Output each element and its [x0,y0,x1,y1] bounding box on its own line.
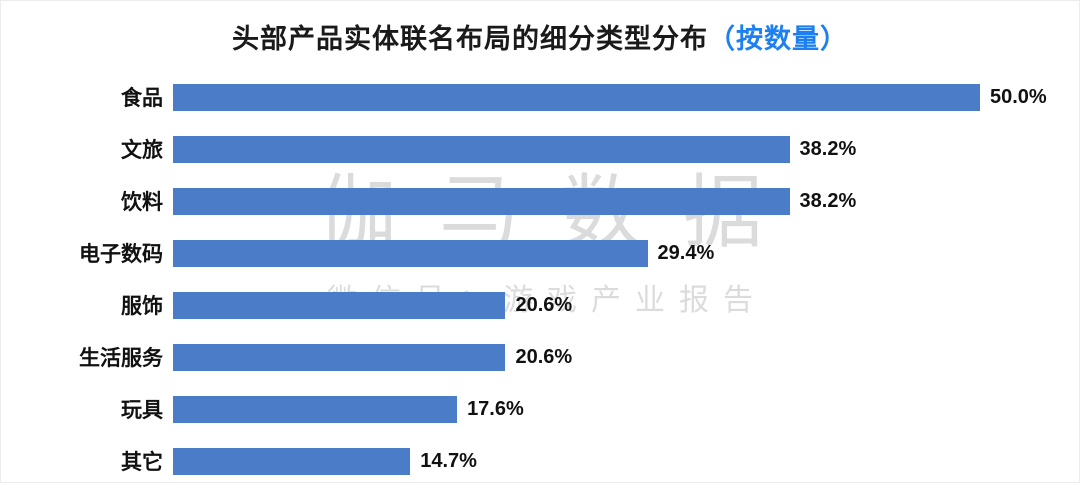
bar [173,135,790,163]
chart-row: 文旅 38.2% [41,123,1059,175]
value-label: 20.6% [515,345,573,368]
category-label: 电子数码 [79,243,163,266]
category-label: 玩具 [121,399,163,422]
category-label: 饮料 [121,191,163,214]
chart-row: 玩具 17.6% [41,383,1059,435]
bar [173,239,648,267]
category-label: 生活服务 [79,347,163,370]
chart-row: 其它 14.7% [41,435,1059,482]
bar [173,291,506,319]
chart-row: 生活服务 20.6% [41,331,1059,383]
bar [173,83,980,111]
value-label: 38.2% [799,189,857,212]
chart-title-main: 头部产品实体联名布局的细分类型分布 [232,24,708,54]
bar [173,187,790,215]
value-label: 17.6% [467,397,524,420]
category-label: 食品 [121,87,163,110]
value-label: 14.7% [420,449,477,472]
bar-track: 20.6% [173,343,1059,371]
value-label: 50.0% [990,85,1047,108]
chart-title-highlight: （按数量） [708,24,848,54]
bar-track: 20.6% [173,291,1059,319]
bar-track: 38.2% [173,135,1059,163]
category-label: 服饰 [121,295,163,318]
category-label: 文旅 [121,139,163,162]
bar [173,447,411,475]
bar [173,343,506,371]
value-label: 38.2% [799,137,857,160]
chart-row: 食品 50.0% [41,71,1059,123]
bar-track: 14.7% [173,447,1059,475]
chart-row: 服饰 20.6% [41,279,1059,331]
chart-row: 饮料 38.2% [41,175,1059,227]
category-label: 其它 [121,451,163,474]
bar-track: 38.2% [173,187,1059,215]
bar [173,395,458,423]
bar-track: 50.0% [173,83,1059,111]
bar-track: 17.6% [173,395,1059,423]
value-label: 29.4% [657,241,715,264]
bar-chart: 食品 50.0% 文旅 38.2% 饮料 38.2% 电子数码 29.4% 服饰 20.6% 生活服… [41,71,1059,482]
chart-title: 头部产品实体联名布局的细分类型分布（按数量） [1,17,1079,56]
chart-row: 电子数码 29.4% [41,227,1059,279]
value-label: 20.6% [515,293,573,316]
bar-track: 29.4% [173,239,1059,267]
